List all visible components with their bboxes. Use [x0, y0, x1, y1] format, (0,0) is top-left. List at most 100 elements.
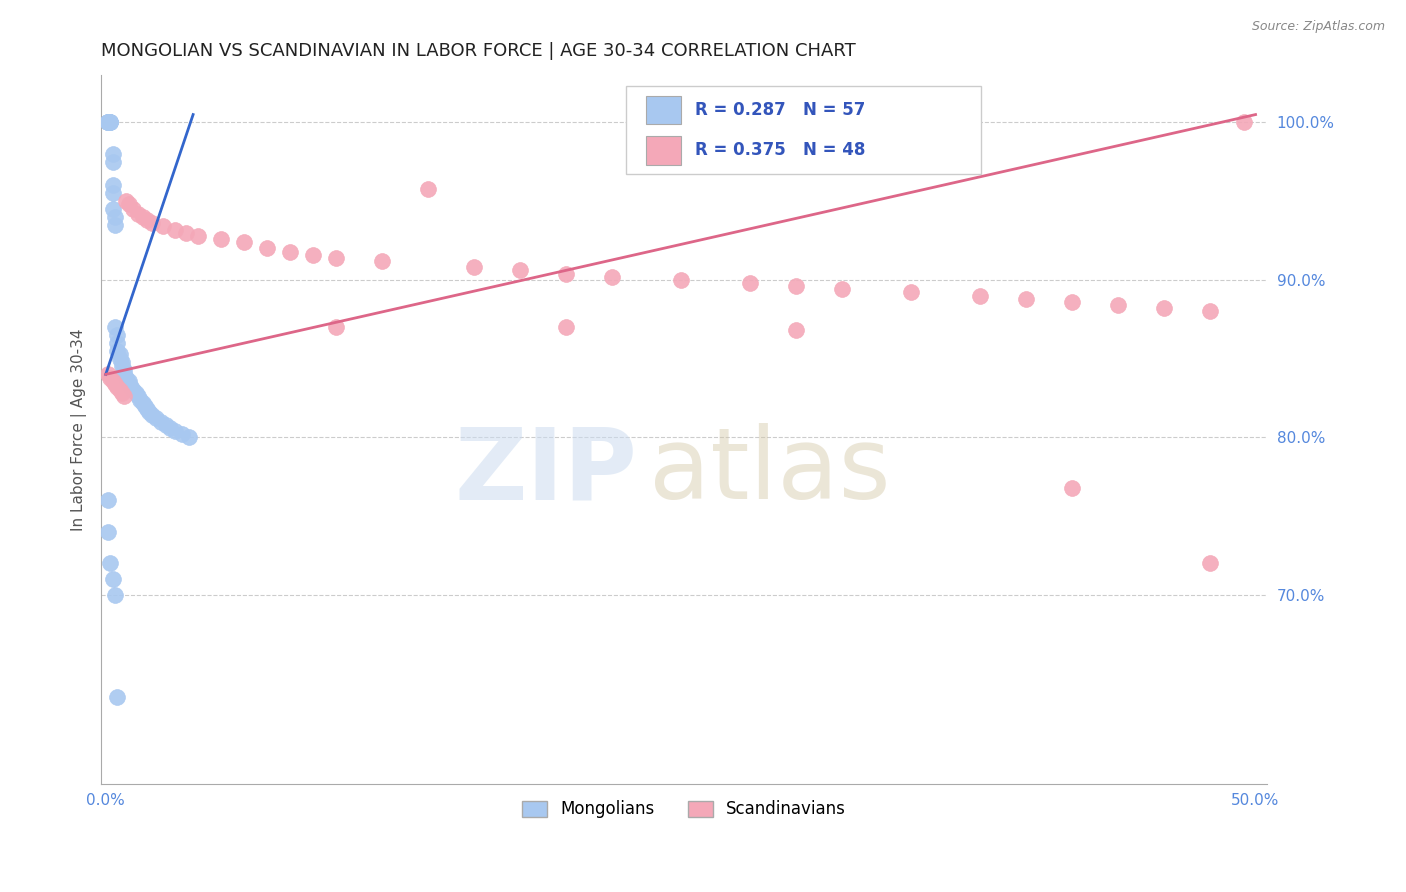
Point — [105, 335, 128, 350]
Point — [101, 178, 124, 193]
Point — [97, 115, 120, 129]
Point — [256, 241, 278, 255]
Point — [1198, 557, 1220, 571]
Point — [187, 228, 209, 243]
Point — [155, 417, 177, 432]
Point — [111, 386, 134, 401]
Point — [104, 320, 127, 334]
Point — [120, 380, 142, 394]
Point — [101, 154, 124, 169]
Point — [163, 424, 186, 438]
Point — [97, 368, 120, 382]
Point — [127, 389, 149, 403]
Point — [669, 273, 692, 287]
Point — [105, 328, 128, 343]
Point — [1060, 481, 1083, 495]
Point — [118, 197, 141, 211]
Point — [416, 181, 439, 195]
Point — [131, 395, 153, 409]
Point — [969, 288, 991, 302]
Text: R = 0.287   N = 57: R = 0.287 N = 57 — [695, 101, 865, 119]
Point — [104, 376, 127, 391]
Point — [463, 260, 485, 275]
Point — [785, 279, 807, 293]
Point — [97, 493, 120, 508]
Point — [97, 115, 120, 129]
Text: MONGOLIAN VS SCANDINAVIAN IN LABOR FORCE | AGE 30-34 CORRELATION CHART: MONGOLIAN VS SCANDINAVIAN IN LABOR FORCE… — [101, 42, 856, 60]
Point — [159, 421, 181, 435]
Point — [105, 690, 128, 705]
Point — [509, 263, 531, 277]
Point — [122, 383, 145, 397]
Point — [174, 226, 197, 240]
Point — [122, 202, 145, 216]
Point — [1107, 298, 1129, 312]
Point — [831, 282, 853, 296]
Text: atlas: atlas — [650, 424, 891, 520]
Point — [97, 524, 120, 539]
Point — [138, 405, 160, 419]
Point — [98, 115, 121, 129]
Point — [115, 370, 138, 384]
Point — [101, 147, 124, 161]
Point — [112, 368, 135, 382]
Point — [108, 383, 131, 397]
Point — [98, 115, 121, 129]
Point — [325, 320, 347, 334]
Point — [1153, 301, 1175, 316]
Point — [141, 409, 163, 423]
Point — [600, 269, 623, 284]
Point — [98, 115, 121, 129]
Text: ZIP: ZIP — [454, 424, 637, 520]
Text: Source: ZipAtlas.com: Source: ZipAtlas.com — [1251, 20, 1385, 33]
Point — [101, 374, 124, 388]
Text: R = 0.375   N = 48: R = 0.375 N = 48 — [695, 142, 865, 160]
Point — [370, 254, 392, 268]
Point — [278, 244, 301, 259]
Point — [129, 392, 152, 407]
Point — [232, 235, 254, 249]
Point — [97, 115, 120, 129]
Point — [97, 115, 120, 129]
Point — [149, 415, 172, 429]
Point — [554, 267, 576, 281]
Point — [115, 194, 138, 209]
Point — [105, 380, 128, 394]
Point — [97, 115, 120, 129]
Legend: Mongolians, Scandinavians: Mongolians, Scandinavians — [516, 794, 853, 825]
Point — [134, 399, 156, 413]
Bar — [645, 95, 681, 124]
Point — [145, 411, 167, 425]
Point — [112, 362, 135, 376]
Y-axis label: In Labor Force | Age 30-34: In Labor Force | Age 30-34 — [72, 328, 87, 531]
Point — [97, 115, 120, 129]
Point — [209, 232, 232, 246]
Point — [97, 115, 120, 129]
Point — [98, 557, 121, 571]
Point — [1198, 304, 1220, 318]
Point — [170, 427, 193, 442]
Point — [163, 222, 186, 236]
Point — [1233, 115, 1256, 129]
Point — [325, 251, 347, 265]
Point — [738, 276, 761, 290]
Point — [98, 115, 121, 129]
Point — [105, 343, 128, 358]
Point — [111, 355, 134, 369]
Point — [554, 320, 576, 334]
Point — [104, 210, 127, 224]
Point — [97, 115, 120, 129]
Point — [118, 374, 141, 388]
Point — [104, 588, 127, 602]
Point — [785, 323, 807, 337]
Point — [127, 207, 149, 221]
Point — [98, 370, 121, 384]
Point — [131, 210, 153, 224]
Point — [97, 115, 120, 129]
Point — [97, 115, 120, 129]
Point — [101, 202, 124, 216]
Point — [108, 347, 131, 361]
Point — [1014, 292, 1036, 306]
Point — [1060, 294, 1083, 309]
Point — [104, 218, 127, 232]
